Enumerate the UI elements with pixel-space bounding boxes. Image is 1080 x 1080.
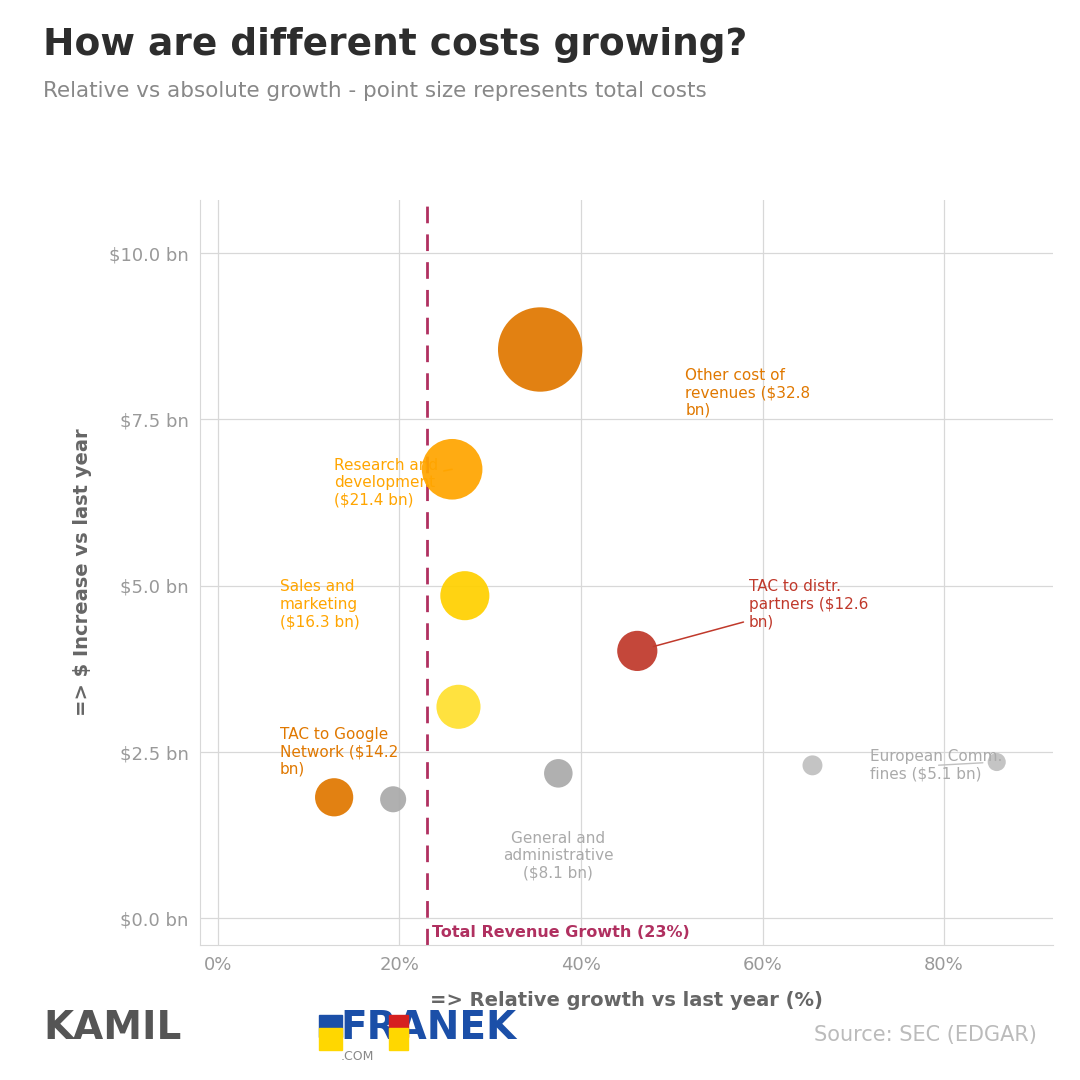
Y-axis label: => $ Increase vs last year: => $ Increase vs last year (73, 429, 92, 716)
Point (988, 754, 1005, 771)
Text: European Comm.
fines ($5.1 bn): European Comm. fines ($5.1 bn) (869, 750, 1002, 782)
Point (325, 788, 342, 806)
Text: How are different costs growing?: How are different costs growing? (43, 27, 747, 63)
Text: Other cost of
revenues ($32.8
bn): Other cost of revenues ($32.8 bn) (686, 368, 810, 418)
Text: Relative vs absolute growth - point size represents total costs: Relative vs absolute growth - point size… (43, 81, 707, 102)
Point (444, 461, 461, 478)
Text: Sales and
marketing
($16.3 bn): Sales and marketing ($16.3 bn) (280, 580, 360, 630)
Text: Total Revenue Growth (23%): Total Revenue Growth (23%) (432, 924, 690, 940)
Point (450, 698, 468, 715)
Text: KAMIL: KAMIL (43, 1009, 181, 1048)
Text: FRANEK: FRANEK (340, 1009, 516, 1048)
Point (629, 643, 646, 660)
Point (456, 588, 473, 605)
Point (384, 791, 402, 808)
X-axis label: => Relative growth vs last year (%): => Relative growth vs last year (%) (430, 990, 823, 1010)
Text: TAC to Google
Network ($14.2
bn): TAC to Google Network ($14.2 bn) (280, 727, 397, 777)
Text: General and
administrative
($8.1 bn): General and administrative ($8.1 bn) (503, 831, 613, 880)
Text: TAC to distr.
partners ($12.6
bn): TAC to distr. partners ($12.6 bn) (653, 580, 868, 647)
Point (550, 765, 567, 782)
Text: Research and
development
($21.4 bn): Research and development ($21.4 bn) (334, 458, 453, 508)
Text: Source: SEC (EDGAR): Source: SEC (EDGAR) (814, 1025, 1037, 1044)
Text: .COM: .COM (340, 1050, 374, 1063)
Point (531, 341, 549, 359)
Point (804, 757, 821, 774)
